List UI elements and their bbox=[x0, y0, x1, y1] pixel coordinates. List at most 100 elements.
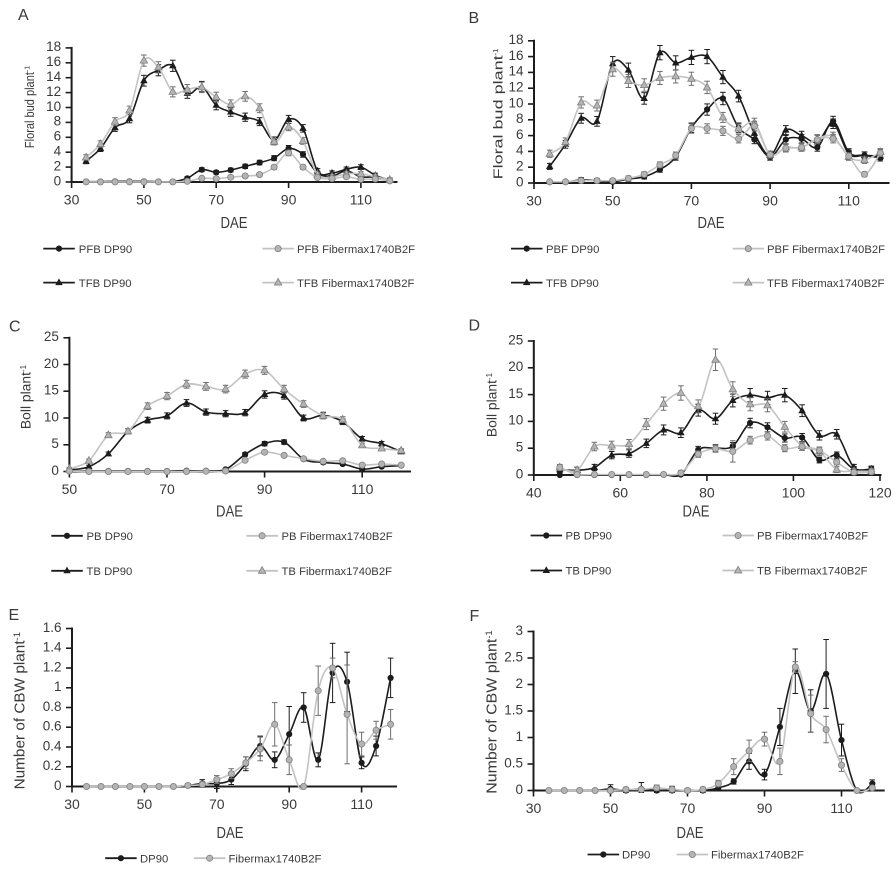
svg-text:6: 6 bbox=[54, 129, 62, 144]
svg-text:TB DP90: TB DP90 bbox=[87, 566, 133, 578]
svg-text:0: 0 bbox=[54, 778, 62, 793]
svg-text:0.2: 0.2 bbox=[43, 758, 62, 773]
svg-text:18: 18 bbox=[46, 39, 61, 54]
svg-text:90: 90 bbox=[757, 800, 773, 816]
svg-text:DAE: DAE bbox=[698, 215, 725, 232]
svg-text:0: 0 bbox=[516, 174, 524, 189]
svg-text:F: F bbox=[470, 608, 480, 625]
svg-text:2: 2 bbox=[516, 159, 524, 174]
svg-text:40: 40 bbox=[526, 484, 542, 500]
svg-text:15: 15 bbox=[44, 383, 59, 398]
svg-text:TB Fibermax1740B2F: TB Fibermax1740B2F bbox=[757, 566, 868, 578]
svg-text:50: 50 bbox=[62, 481, 78, 497]
svg-text:70: 70 bbox=[680, 800, 696, 816]
svg-text:90: 90 bbox=[257, 481, 273, 497]
svg-text:PFB DP90: PFB DP90 bbox=[79, 244, 132, 256]
svg-text:PFB Fibermax1740B2F: PFB Fibermax1740B2F bbox=[297, 244, 415, 256]
svg-text:0.5: 0.5 bbox=[504, 755, 523, 770]
svg-text:1: 1 bbox=[54, 679, 62, 694]
svg-text:12: 12 bbox=[508, 80, 523, 95]
svg-text:0.6: 0.6 bbox=[43, 719, 62, 734]
svg-text:25: 25 bbox=[44, 329, 59, 344]
svg-text:10: 10 bbox=[508, 413, 523, 428]
svg-text:10: 10 bbox=[46, 99, 61, 114]
svg-text:70: 70 bbox=[159, 481, 175, 497]
svg-text:1.5: 1.5 bbox=[504, 702, 523, 717]
svg-text:110: 110 bbox=[830, 800, 853, 816]
svg-text:70: 70 bbox=[684, 192, 700, 208]
svg-text:70: 70 bbox=[208, 191, 224, 207]
svg-text:TFB Fibermax1740B2F: TFB Fibermax1740B2F bbox=[297, 278, 415, 290]
svg-text:1.2: 1.2 bbox=[43, 659, 62, 674]
svg-text:TB Fibermax1740B2F: TB Fibermax1740B2F bbox=[282, 566, 393, 578]
svg-text:50: 50 bbox=[603, 800, 619, 816]
svg-text:16: 16 bbox=[46, 54, 61, 69]
svg-text:Number of CBW plant-1: Number of CBW plant-1 bbox=[11, 632, 28, 789]
svg-text:PB DP90: PB DP90 bbox=[87, 531, 133, 543]
svg-text:PB Fibermax1740B2F: PB Fibermax1740B2F bbox=[757, 531, 868, 543]
svg-text:TFB Fibermax1740B2F: TFB Fibermax1740B2F bbox=[767, 278, 885, 290]
svg-text:50: 50 bbox=[137, 796, 153, 812]
svg-text:Number of CBW plant-1: Number of CBW plant-1 bbox=[484, 630, 501, 793]
svg-text:0: 0 bbox=[515, 782, 523, 797]
svg-text:3: 3 bbox=[515, 623, 523, 638]
svg-text:14: 14 bbox=[508, 64, 524, 79]
svg-text:50: 50 bbox=[605, 192, 621, 208]
svg-text:110: 110 bbox=[351, 481, 374, 497]
svg-text:DP90: DP90 bbox=[622, 850, 650, 862]
svg-text:0: 0 bbox=[516, 466, 524, 481]
svg-text:0.8: 0.8 bbox=[43, 699, 62, 714]
svg-text:5: 5 bbox=[51, 436, 59, 451]
svg-text:120: 120 bbox=[868, 484, 892, 500]
svg-text:90: 90 bbox=[281, 796, 297, 812]
svg-text:Floral bud plant-1: Floral bud plant-1 bbox=[23, 66, 37, 148]
svg-text:PB DP90: PB DP90 bbox=[566, 531, 612, 543]
svg-text:2: 2 bbox=[54, 158, 62, 173]
svg-text:E: E bbox=[9, 607, 20, 624]
svg-text:20: 20 bbox=[44, 356, 59, 371]
svg-text:Boll plant-1: Boll plant-1 bbox=[19, 364, 34, 429]
svg-text:60: 60 bbox=[613, 484, 629, 500]
svg-text:30: 30 bbox=[526, 800, 542, 816]
svg-text:4: 4 bbox=[54, 144, 62, 159]
svg-text:2.5: 2.5 bbox=[504, 649, 523, 664]
svg-text:PB Fibermax1740B2F: PB Fibermax1740B2F bbox=[282, 531, 393, 543]
svg-text:C: C bbox=[9, 319, 21, 336]
svg-text:DAE: DAE bbox=[216, 504, 243, 521]
svg-text:100: 100 bbox=[782, 484, 806, 500]
svg-text:0.4: 0.4 bbox=[43, 738, 62, 753]
svg-text:Floral bud plant-1: Floral bud plant-1 bbox=[491, 49, 506, 180]
svg-text:0: 0 bbox=[51, 463, 59, 478]
svg-text:8: 8 bbox=[516, 111, 524, 126]
svg-text:110: 110 bbox=[838, 192, 861, 208]
svg-text:8: 8 bbox=[54, 114, 62, 129]
svg-text:90: 90 bbox=[281, 191, 297, 207]
svg-text:6: 6 bbox=[516, 127, 524, 142]
svg-text:DAE: DAE bbox=[217, 825, 244, 842]
svg-text:A: A bbox=[18, 7, 29, 24]
svg-text:2: 2 bbox=[515, 676, 523, 691]
svg-text:30: 30 bbox=[64, 191, 80, 207]
svg-text:30: 30 bbox=[64, 796, 80, 812]
svg-text:TFB DP90: TFB DP90 bbox=[79, 278, 132, 290]
svg-text:PBF Fibermax1740B2F: PBF Fibermax1740B2F bbox=[767, 244, 885, 256]
svg-text:14: 14 bbox=[46, 69, 62, 84]
svg-text:DAE: DAE bbox=[683, 504, 710, 521]
svg-text:5: 5 bbox=[516, 440, 524, 455]
svg-text:20: 20 bbox=[508, 359, 523, 374]
svg-text:30: 30 bbox=[526, 192, 542, 208]
svg-text:15: 15 bbox=[508, 386, 523, 401]
svg-text:DAE: DAE bbox=[677, 825, 704, 842]
svg-text:70: 70 bbox=[209, 796, 225, 812]
svg-text:TFB DP90: TFB DP90 bbox=[546, 278, 599, 290]
svg-text:16: 16 bbox=[508, 48, 523, 63]
svg-text:18: 18 bbox=[508, 32, 523, 47]
svg-text:TB DP90: TB DP90 bbox=[566, 566, 612, 578]
svg-text:Fibermax1740B2F: Fibermax1740B2F bbox=[711, 850, 804, 862]
svg-text:DAE: DAE bbox=[221, 215, 248, 232]
svg-text:1.6: 1.6 bbox=[43, 620, 62, 635]
svg-text:B: B bbox=[469, 10, 480, 27]
svg-text:1: 1 bbox=[515, 729, 523, 744]
svg-text:0: 0 bbox=[54, 173, 62, 188]
svg-text:Boll plant-1: Boll plant-1 bbox=[485, 372, 500, 437]
